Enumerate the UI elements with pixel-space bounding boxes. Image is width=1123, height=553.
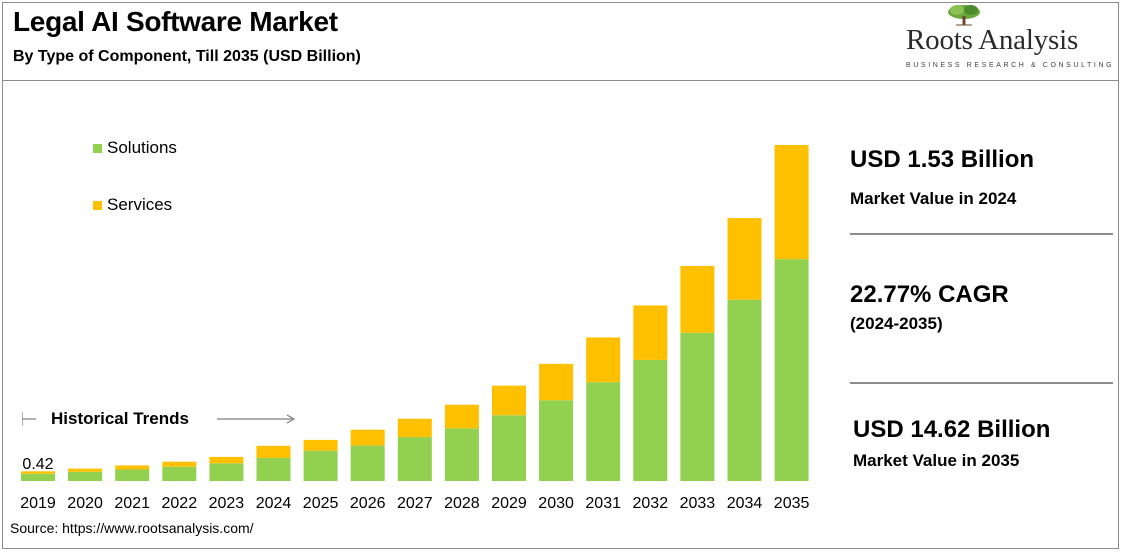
bar-solutions-2032 xyxy=(633,359,668,481)
x-tick-label-2035: 2035 xyxy=(774,495,810,512)
bar-services-2021 xyxy=(115,465,150,470)
bar-services-2024 xyxy=(256,445,291,458)
bar-services-2020 xyxy=(68,468,103,472)
legend-swatch-solutions xyxy=(93,144,102,153)
bar-solutions-2022 xyxy=(162,466,197,481)
x-tick-label-2023: 2023 xyxy=(209,495,245,512)
bar-solutions-2023 xyxy=(209,463,244,481)
bar-solutions-2029 xyxy=(492,415,526,481)
x-tick-label-2019: 2019 xyxy=(20,495,56,512)
bar-services-2034 xyxy=(727,218,762,300)
legend-label-solutions: Solutions xyxy=(107,138,177,157)
bar-services-2031 xyxy=(586,337,621,383)
bar-services-2025 xyxy=(303,439,338,451)
bar-services-2022 xyxy=(162,461,197,467)
legend-label-services: Services xyxy=(107,195,173,214)
stat-divider-2 xyxy=(850,382,1113,384)
x-tick-label-2025: 2025 xyxy=(303,495,339,512)
historical-trends-arrow xyxy=(22,412,296,426)
bar-solutions-2024 xyxy=(256,458,291,481)
bar-services-2032 xyxy=(633,305,668,360)
bar-solutions-2027 xyxy=(397,437,432,481)
historical-trends-annotation: Historical Trends xyxy=(22,407,312,431)
x-tick-label-2024: 2024 xyxy=(256,495,292,512)
bar-services-2029 xyxy=(492,385,526,416)
x-tick-label-2031: 2031 xyxy=(585,495,621,512)
stat-cagr-period: (2024-2035) xyxy=(850,314,943,333)
historical-trends-label: Historical Trends xyxy=(51,409,189,428)
x-tick-label-2034: 2034 xyxy=(727,495,763,512)
x-tick-label-2032: 2032 xyxy=(633,495,669,512)
bar-solutions-2033 xyxy=(680,332,715,481)
stat-2024-value: USD 1.53 Billion xyxy=(850,146,1035,173)
x-tick-label-2020: 2020 xyxy=(67,495,103,512)
bar-solutions-2026 xyxy=(350,445,385,481)
data-label-2019: 0.42 xyxy=(22,456,53,473)
stat-2035-caption: Market Value in 2035 xyxy=(853,451,1020,470)
bar-solutions-2034 xyxy=(727,299,762,481)
bar-services-2019 xyxy=(21,471,55,474)
x-tick-label-2021: 2021 xyxy=(114,495,150,512)
stat-2024-caption: Market Value in 2024 xyxy=(850,189,1017,208)
bar-services-2023 xyxy=(209,456,244,464)
bar-solutions-2030 xyxy=(539,400,574,481)
bar-solutions-2020 xyxy=(68,471,103,481)
x-tick-label-2029: 2029 xyxy=(491,495,527,512)
brand-tagline: BUSINESS RESEARCH & CONSULTING xyxy=(906,62,1115,69)
x-tick-label-2027: 2027 xyxy=(397,495,433,512)
stat-2035-value: USD 14.62 Billion xyxy=(853,416,1051,443)
legend-swatch-services xyxy=(93,201,102,210)
bar-services-2028 xyxy=(444,404,479,429)
x-tick-label-2028: 2028 xyxy=(444,495,480,512)
tree-icon xyxy=(948,5,980,26)
bar-solutions-2019 xyxy=(21,473,55,481)
stat-divider-1 xyxy=(850,233,1113,235)
source-note: Source: https://www.rootsanalysis.com/ xyxy=(10,520,254,536)
chart-title: Legal AI Software Market xyxy=(13,6,338,37)
brand-logo: Roots Analysis BUSINESS RESEARCH & CONSU… xyxy=(904,4,1114,76)
bar-solutions-2025 xyxy=(303,450,338,481)
x-tick-label-2030: 2030 xyxy=(538,495,574,512)
x-tick-label-2033: 2033 xyxy=(680,495,716,512)
bar-solutions-2021 xyxy=(115,469,150,481)
brand-name: Roots Analysis xyxy=(906,24,1079,56)
stat-cagr-value: 22.77% CAGR xyxy=(850,281,1009,308)
bar-solutions-2028 xyxy=(444,428,479,481)
bar-services-2030 xyxy=(539,363,574,401)
bar-services-2026 xyxy=(350,429,385,446)
x-tick-label-2026: 2026 xyxy=(350,495,386,512)
chart-subtitle: By Type of Component, Till 2035 (USD Bil… xyxy=(13,48,361,65)
bar-solutions-2035 xyxy=(774,259,809,481)
header-divider xyxy=(2,80,1119,81)
bar-services-2035 xyxy=(774,145,809,260)
x-tick-label-2022: 2022 xyxy=(162,495,198,512)
bar-services-2027 xyxy=(397,418,432,438)
bar-services-2033 xyxy=(680,265,715,333)
bar-solutions-2031 xyxy=(586,382,621,481)
